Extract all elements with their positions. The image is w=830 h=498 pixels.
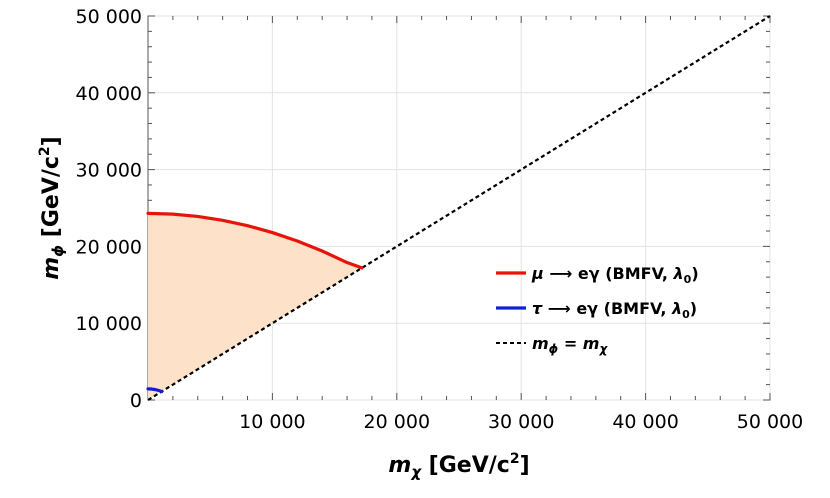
y-tick-label: 0 [130, 390, 142, 412]
x-tick-label: 10 000 [239, 411, 305, 433]
y-tick-label: 50 000 [76, 6, 142, 28]
series-line-diagonal [147, 15, 771, 401]
legend: μ ⟶ eγ (BMFV, λ0) τ ⟶ eγ (BMFV, λ0) mϕ =… [496, 264, 699, 356]
legend-label-diagonal: mϕ = mχ [532, 334, 608, 356]
y-tick-label: 30 000 [76, 160, 142, 182]
x-tick-label: 30 000 [488, 411, 554, 433]
legend-label-tau: τ ⟶ eγ (BMFV, λ0) [532, 299, 697, 321]
x-tick-label: 50 000 [737, 411, 803, 433]
x-axis-title: mχ [GeV/c2] [388, 451, 529, 481]
x-tick-label: 20 000 [364, 411, 430, 433]
tick-labels: 10 000 20 000 30 000 40 000 50 000 0 10 000 20 … [76, 6, 804, 433]
y-axis-title: mϕ [GeV/c2] [37, 136, 67, 280]
legend-label-mu: μ ⟶ eγ (BMFV, λ0) [531, 264, 699, 286]
y-tick-label: 20 000 [76, 236, 142, 258]
series-line-mu_to_egamma [146, 211, 364, 270]
x-tick-label: 40 000 [612, 411, 678, 433]
y-tick-label: 10 000 [76, 313, 142, 335]
shaded-region [148, 213, 362, 400]
series-layer [146, 15, 771, 401]
series-line-tau_to_egamma [146, 387, 164, 394]
y-tick-label: 40 000 [76, 83, 142, 105]
